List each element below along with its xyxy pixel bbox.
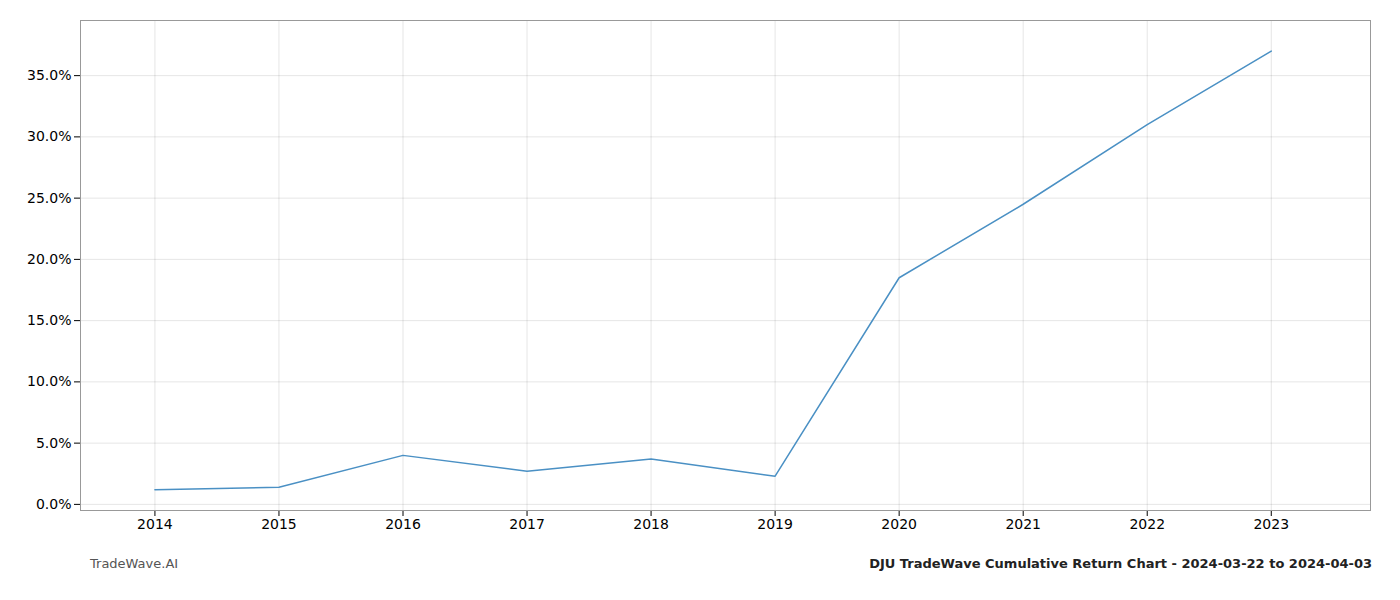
svg-text:2021: 2021: [1005, 516, 1041, 532]
svg-text:15.0%: 15.0%: [27, 312, 71, 328]
html-text:TradeWave.AI: TradeWave.AI: [90, 556, 179, 571]
svg-text:30.0%: 30.0%: [27, 128, 71, 144]
svg-text:2017: 2017: [509, 516, 545, 532]
svg-text:20.0%: 20.0%: [27, 251, 71, 267]
svg-text:2016: 2016: [385, 516, 421, 532]
svg-text:5.0%: 5.0%: [36, 435, 72, 451]
svg-text:2019: 2019: [757, 516, 793, 532]
svg-text:2014: 2014: [137, 516, 173, 532]
svg-text:2015: 2015: [261, 516, 297, 532]
svg-text:0.0%: 0.0%: [36, 496, 72, 512]
svg-text:25.0%: 25.0%: [27, 190, 71, 206]
svg-text:35.0%: 35.0%: [27, 67, 71, 83]
svg-text:2023: 2023: [1253, 516, 1289, 532]
svg-text:10.0%: 10.0%: [27, 373, 71, 389]
html-text:DJU TradeWave Cumulative Retur: DJU TradeWave Cumulative Return Chart - …: [869, 556, 1372, 571]
svg-text:2022: 2022: [1129, 516, 1165, 532]
svg-text:2018: 2018: [633, 516, 669, 532]
svg-text:2020: 2020: [881, 516, 917, 532]
